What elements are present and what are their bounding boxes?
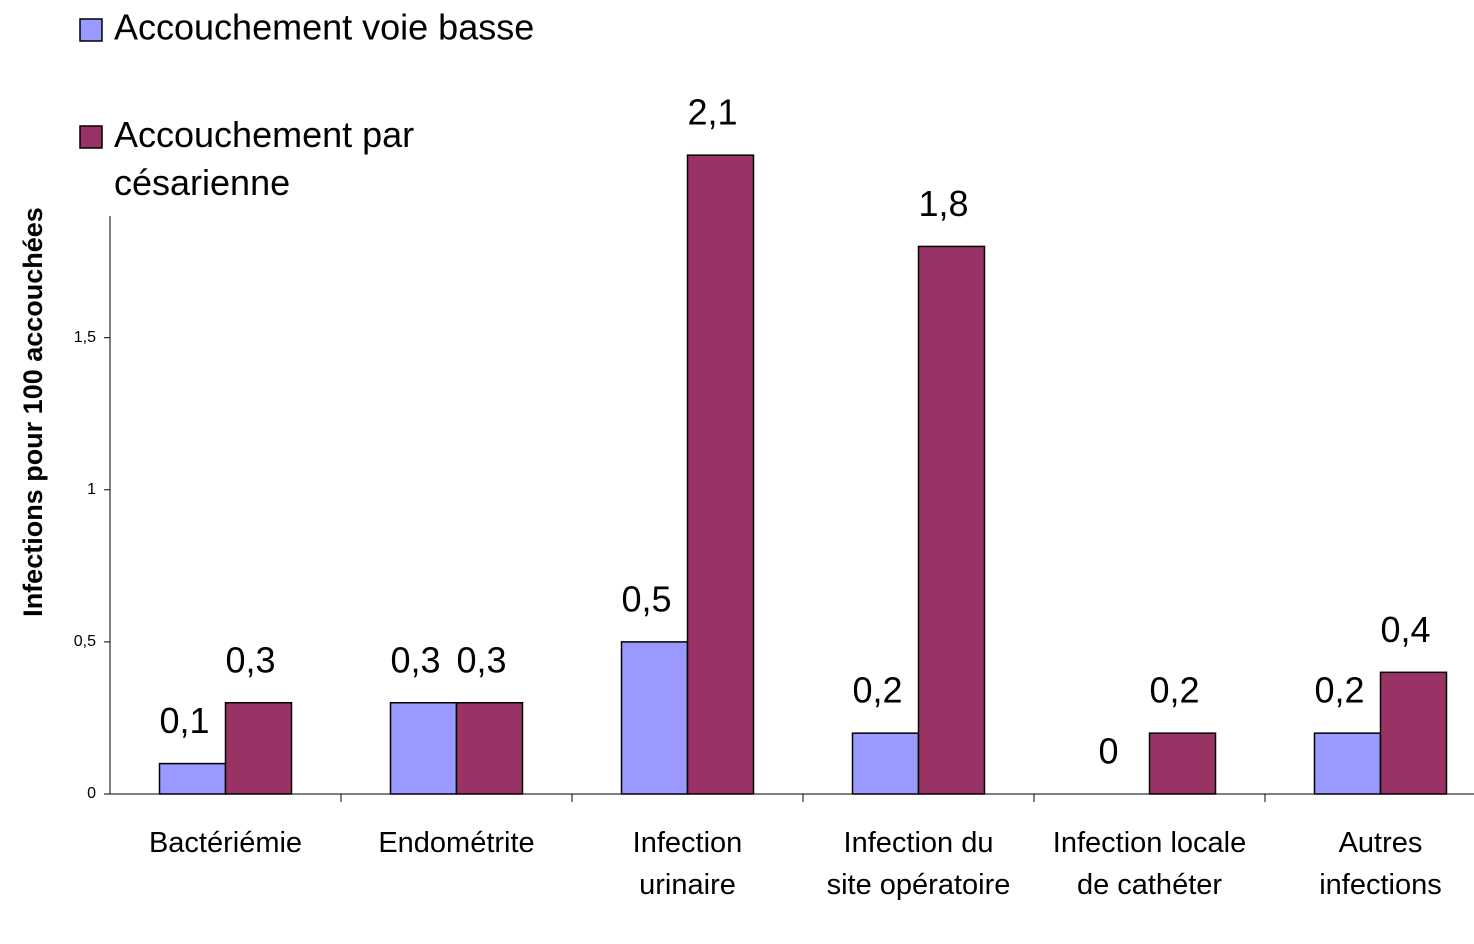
bar <box>1379 671 1448 795</box>
x-tick-label: Infection locale de cathéter <box>1052 827 1247 901</box>
bar <box>1313 732 1382 795</box>
y-tick-label: 1,5 <box>74 329 96 346</box>
bar <box>389 701 458 795</box>
legend-label: Accouchement par césarienne <box>114 114 414 203</box>
bar <box>158 762 227 795</box>
x-tick-label: Bactériémie <box>148 827 303 859</box>
bar <box>851 732 920 795</box>
value-label: 0,2 <box>1314 670 1364 711</box>
value-label: 0 <box>1098 731 1118 772</box>
value-label: 0,4 <box>1380 609 1430 650</box>
value-label: 2,1 <box>687 92 737 133</box>
bar <box>455 701 524 795</box>
bar <box>224 701 293 795</box>
value-label: 0,3 <box>225 639 275 680</box>
x-tick-label: Autres infections <box>1319 827 1442 901</box>
y-tick-label: 0,5 <box>74 633 96 650</box>
value-label: 0,2 <box>852 670 902 711</box>
legend-swatch <box>79 125 103 149</box>
value-label: 0,5 <box>621 578 671 619</box>
value-label: 0,1 <box>159 700 209 741</box>
bar <box>620 641 689 795</box>
y-tick-label: 1 <box>87 481 96 498</box>
y-axis-title: Infections pour 100 accouchées <box>18 207 48 617</box>
legend-label: Accouchement voie basse <box>114 7 534 48</box>
value-label: 0,3 <box>390 639 440 680</box>
bar <box>917 245 986 795</box>
y-tick-label: 0 <box>87 785 96 802</box>
value-label: 0,3 <box>456 639 506 680</box>
bar <box>686 154 755 795</box>
x-tick-label: Infection urinaire <box>632 827 743 901</box>
legend-swatch <box>79 18 103 42</box>
value-label: 0,2 <box>1149 670 1199 711</box>
value-label: 1,8 <box>918 183 968 224</box>
x-tick-label: Infection du site opératoire <box>826 827 1011 901</box>
x-tick-label: Endométrite <box>378 827 535 859</box>
bar <box>1148 732 1217 795</box>
